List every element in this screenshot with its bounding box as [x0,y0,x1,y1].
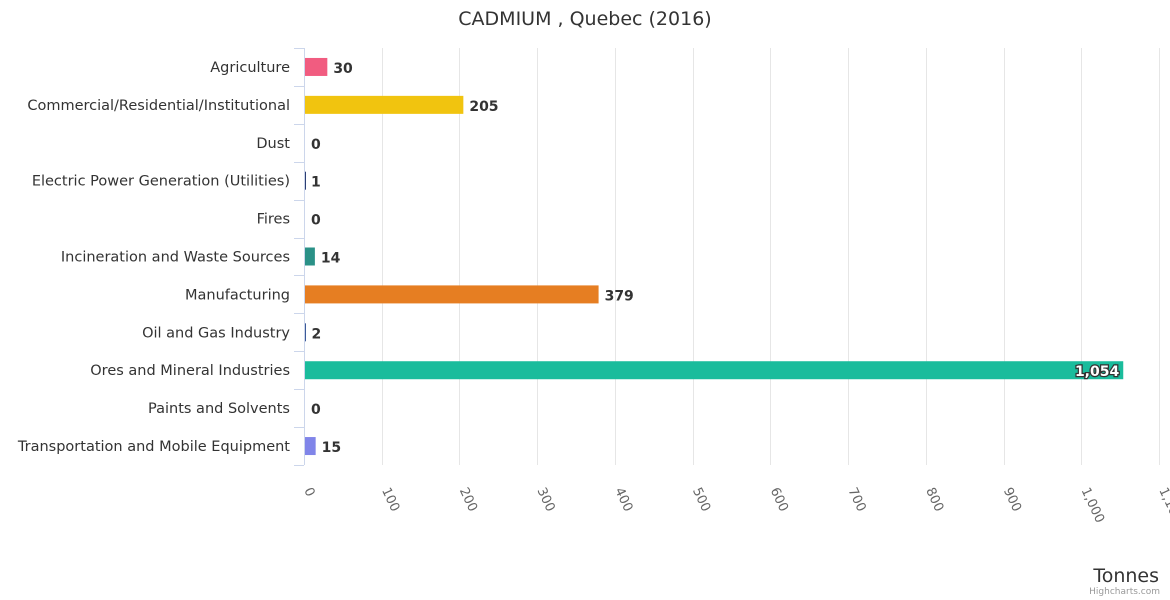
tick-label: 400 [611,485,635,514]
bar[interactable] [305,247,315,266]
category-label: Ores and Mineral Industries [90,363,290,379]
data-label: 0 [311,402,321,418]
tick-label: 300 [534,485,558,514]
category-label: Fires [257,212,290,228]
category-label: Incineration and Waste Sources [61,250,290,266]
tick-label: 0 [300,485,317,499]
category-label: Transportation and Mobile Equipment [17,439,290,455]
data-label: 1 [311,175,321,191]
data-label: 0 [311,137,321,153]
category-labels: Agriculture Commercial/Residential/Instit… [17,60,291,455]
credits: Highcharts.com [1089,587,1160,597]
data-label: 30 [333,61,353,77]
data-label: 205 [469,99,498,115]
bar[interactable] [305,361,1124,380]
bar[interactable] [305,437,316,456]
category-label: Paints and Solvents [148,401,290,417]
x-axis-title: Tonnes [1092,565,1159,587]
category-label: Electric Power Generation (Utilities) [32,174,290,190]
tick-label: 700 [844,485,868,514]
data-label: 14 [321,251,341,267]
bar[interactable] [305,57,328,76]
tick-label: 900 [1000,485,1024,514]
category-label: Commercial/Residential/Institutional [27,98,290,114]
bar[interactable] [305,323,306,342]
bar-series [305,57,1124,456]
data-label: 0 [311,213,321,229]
value-axis-ticks: 0 100 200 300 400 500 600 700 800 900 1,000 1,100 [300,485,1170,525]
data-labels: 30 205 0 1 0 14 379 2 1,054 0 15 [311,61,1121,456]
category-label: Oil and Gas Industry [142,325,290,341]
data-label: 2 [312,326,322,342]
chart-title: CADMIUM , Quebec (2016) [458,8,711,30]
tick-label: 200 [456,485,480,514]
bar[interactable] [305,171,306,190]
grid-lines [304,48,1160,465]
tick-label: 100 [378,485,402,514]
data-label: 15 [322,440,341,456]
data-label: 1,054 [1075,364,1120,380]
tick-label: 1,100 [1155,485,1170,525]
category-label: Agriculture [210,60,290,76]
data-label: 379 [605,288,634,304]
category-label: Dust [256,136,290,152]
bar[interactable] [305,95,464,114]
tick-label: 500 [689,485,713,514]
category-axis [294,48,305,466]
tick-label: 600 [767,485,791,514]
bar[interactable] [305,285,599,304]
category-label: Manufacturing [185,287,290,303]
tick-label: 1,000 [1078,485,1107,525]
tick-label: 800 [922,485,946,514]
